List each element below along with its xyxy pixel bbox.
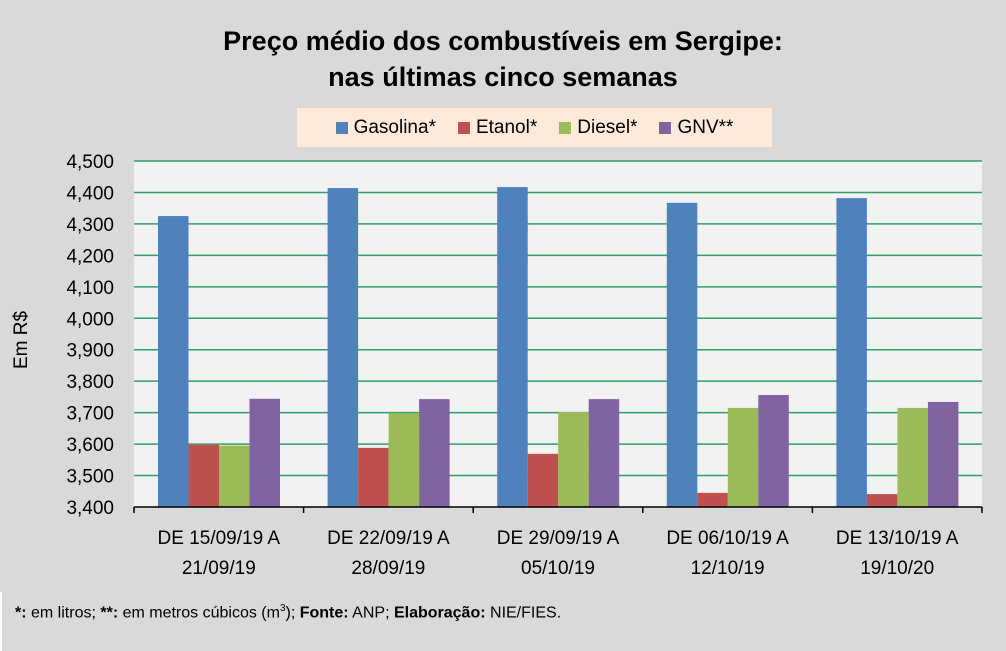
- y-tick-label: 3,500: [66, 467, 114, 488]
- chart-title: Preço médio dos combustíveis em Sergipe:: [223, 26, 783, 56]
- x-tick-label: DE 15/09/19 A: [158, 528, 281, 549]
- x-tick-label: DE 06/10/19 A: [666, 528, 789, 549]
- bar-diesel: [727, 407, 759, 507]
- y-tick-label: 3,800: [66, 372, 114, 393]
- footer-dstar-label: **:: [100, 604, 119, 622]
- x-axis: [133, 506, 983, 513]
- legend-item-gasolina: Gasolina*: [335, 116, 436, 139]
- y-tick-label: 4,300: [66, 215, 114, 236]
- bar-gasolina: [327, 188, 359, 507]
- legend-swatch-gasolina: [335, 121, 348, 134]
- bar-gnv: [588, 399, 620, 507]
- x-tick-label: 12/10/19: [691, 558, 765, 579]
- x-tick-label: 05/10/19: [521, 558, 595, 579]
- bar-diesel: [558, 412, 589, 507]
- y-tick-label: 4,500: [66, 152, 114, 173]
- legend-item-diesel: Diesel*: [559, 117, 637, 139]
- x-tick-label: DE 29/09/19 A: [497, 528, 620, 549]
- footer-elab-text: NIE/FIES.: [485, 604, 562, 622]
- x-tick-label: 21/09/19: [182, 558, 256, 579]
- footer-note: *: em litros; **: em metros cúbicos (m3)…: [15, 603, 561, 622]
- bar-gnv: [927, 401, 959, 507]
- bar-etanol: [527, 453, 559, 507]
- legend-item-gnv: GNV**: [659, 117, 733, 139]
- bar-diesel: [897, 407, 928, 507]
- y-axis-label: Em R$: [11, 310, 32, 370]
- bar-etanol: [188, 444, 219, 507]
- chart-subtitle: nas últimas cinco semanas: [328, 62, 678, 92]
- y-tick-label: 3,400: [66, 498, 114, 519]
- legend-swatch-diesel: [559, 121, 572, 134]
- legend-label-gasolina: Gasolina*: [353, 116, 436, 138]
- x-tick-label: 28/09/19: [351, 558, 425, 579]
- bar-gasolina: [666, 202, 698, 508]
- legend-label-etanol: Etanol*: [475, 116, 538, 138]
- y-tick-label: 4,400: [66, 183, 114, 204]
- footer-elab-label: Elaboração:: [393, 604, 486, 622]
- legend-label-gnv: GNV**: [677, 116, 734, 138]
- footer-dstar-text: em metros cúbicos (m: [118, 604, 280, 622]
- bar-gasolina: [497, 187, 528, 507]
- legend-item-etanol: Etanol*: [457, 116, 538, 139]
- legend-swatch-gnv: [659, 121, 672, 134]
- footer-dstar-sup: 3: [279, 603, 286, 614]
- bars: [158, 187, 959, 508]
- footer-dstar-tail: );: [285, 604, 300, 622]
- y-tick-label: 3,900: [66, 341, 114, 362]
- bar-diesel: [219, 445, 250, 507]
- legend: Gasolina* Etanol* Diesel* GNV**: [297, 108, 772, 147]
- y-tick-label: 4,100: [66, 278, 114, 299]
- y-tick-label: 4,000: [66, 309, 114, 330]
- footer-star-label: *:: [15, 604, 27, 622]
- bar-etanol: [358, 447, 389, 507]
- y-tick-label: 3,700: [66, 404, 114, 425]
- footer-fonte-label: Fonte:: [299, 604, 349, 622]
- legend-swatch-etanol: [457, 121, 470, 134]
- x-axis-tick-labels: DE 15/09/19 A 21/09/19 DE 22/09/19 A 28/09/…: [158, 528, 959, 579]
- footer-star-text: em litros;: [26, 604, 101, 622]
- bar-gnv: [758, 395, 789, 507]
- bar-diesel: [388, 412, 420, 507]
- footer-fonte-text: ANP;: [348, 604, 394, 622]
- x-tick-label: 19/10/20: [860, 558, 934, 579]
- y-axis-tick-labels: 3,400 3,500 3,600 3,700 3,800 3,900 4,000 4,100…: [66, 152, 114, 519]
- legend-label-diesel: Diesel*: [577, 116, 638, 138]
- bar-gasolina: [836, 198, 867, 507]
- bar-gnv: [249, 398, 280, 507]
- bar-etanol: [697, 492, 728, 507]
- x-tick-label: DE 13/10/19 A: [836, 528, 959, 549]
- edge-strip: [0, 592, 2, 651]
- x-tick-label: DE 22/09/19 A: [327, 528, 450, 549]
- bar-gasolina: [158, 216, 189, 507]
- bar-gnv: [419, 399, 450, 507]
- y-tick-label: 3,600: [66, 435, 114, 456]
- y-tick-label: 4,200: [66, 246, 114, 267]
- bar-etanol: [866, 494, 898, 507]
